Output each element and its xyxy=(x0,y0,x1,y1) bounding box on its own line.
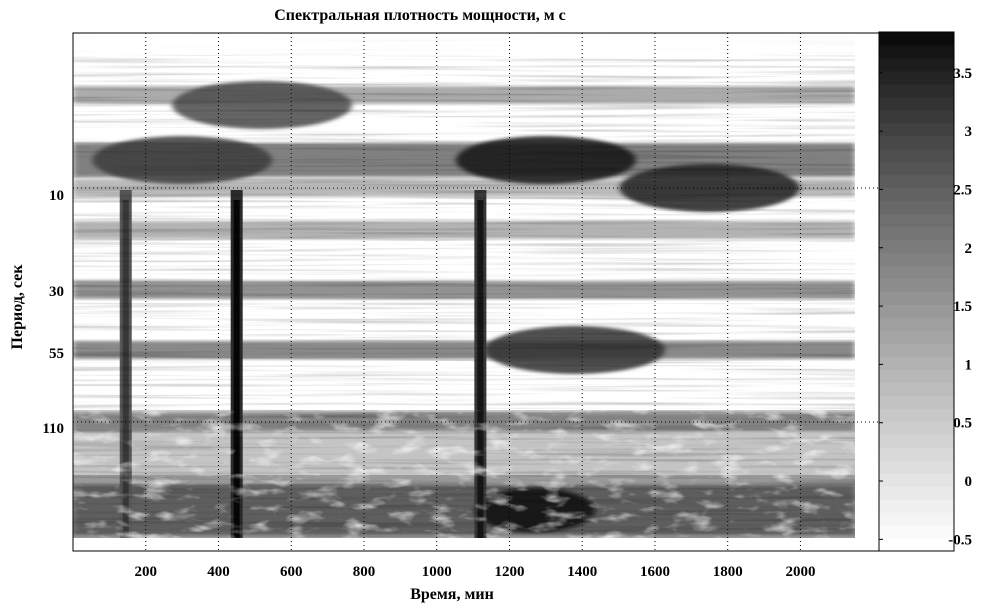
colorbar-step xyxy=(879,486,954,500)
colorbar-step xyxy=(879,122,954,137)
colorbar-step xyxy=(879,161,954,176)
colorbar-tick-label: 1.5 xyxy=(953,299,972,315)
colorbar-step xyxy=(879,200,954,215)
colorbar-tick-label: 0 xyxy=(965,474,973,490)
x-tick-label: 200 xyxy=(134,564,157,580)
x-tick-label: 1000 xyxy=(422,564,452,580)
colorbar-step xyxy=(879,57,954,72)
colorbar-step xyxy=(879,291,954,305)
colorbar-step xyxy=(879,187,954,202)
y-axis-label: Период, сек xyxy=(9,264,26,350)
y-tick-label: 10 xyxy=(49,188,64,204)
colorbar-step xyxy=(879,460,954,474)
colorbar-step xyxy=(879,70,954,85)
colorbar-step xyxy=(879,96,954,111)
colorbar-step xyxy=(879,174,954,189)
x-tick-label: 2000 xyxy=(785,564,815,580)
colorbar-step xyxy=(879,434,954,448)
colorbar-step xyxy=(879,408,954,422)
colorbar-tick-label: 3.5 xyxy=(953,66,972,82)
colorbar: -0.5 0 0.5 1 1.5 2 2.5 3 3.5 xyxy=(878,31,973,552)
colorbar-tick-label: 1 xyxy=(965,357,973,373)
colorbar-frame xyxy=(878,31,955,552)
colorbar-tick-label: 3 xyxy=(965,124,973,140)
y-axis-ticks: 10 30 55 110 xyxy=(42,188,64,437)
x-tick-label: 1400 xyxy=(567,564,597,580)
chart-title: Спектральная плотность мощности, м с xyxy=(274,7,566,24)
x-tick-label: 1600 xyxy=(640,564,670,580)
colorbar-step xyxy=(879,265,954,280)
colorbar-step xyxy=(879,213,954,228)
colorbar-step xyxy=(879,317,954,331)
colorbar-step xyxy=(879,330,954,344)
y-tick-label: 55 xyxy=(49,346,64,362)
colorbar-step xyxy=(879,226,954,241)
colorbar-step xyxy=(879,135,954,150)
colorbar-step xyxy=(879,538,954,552)
x-axis-label: Время, мин xyxy=(410,586,494,603)
colorbar-step xyxy=(879,239,954,254)
colorbar-step xyxy=(879,278,954,292)
plot-body xyxy=(73,33,855,538)
colorbar-step xyxy=(879,382,954,396)
colorbar-step xyxy=(879,83,954,98)
blotch-texture xyxy=(73,410,855,538)
y-tick-label: 110 xyxy=(42,421,64,437)
top-gap xyxy=(73,33,855,55)
colorbar-tick-label: 0.5 xyxy=(953,416,972,432)
colorbar-step xyxy=(879,343,954,357)
colorbar-step xyxy=(879,304,954,318)
colorbar-step xyxy=(879,499,954,513)
x-tick-label: 800 xyxy=(353,564,376,580)
colorbar-step xyxy=(879,395,954,409)
colorbar-tick-label: 2 xyxy=(965,241,973,257)
x-tick-label: 600 xyxy=(280,564,303,580)
x-tick-label: 400 xyxy=(207,564,230,580)
colorbar-tick-label: -0.5 xyxy=(948,532,972,548)
colorbar-step xyxy=(879,44,954,59)
colorbar-step xyxy=(879,356,954,370)
colorbar-step xyxy=(879,447,954,461)
colorbar-step xyxy=(879,252,954,267)
x-axis-ticks: 200 400 600 800 1000 1200 1400 1600 1800 2000 xyxy=(134,564,815,580)
colorbar-step xyxy=(879,421,954,435)
y-tick-label: 30 xyxy=(49,284,64,300)
x-tick-label: 1800 xyxy=(713,564,743,580)
colorbar-step xyxy=(879,525,954,539)
colorbar-step xyxy=(879,109,954,124)
colorbar-step xyxy=(879,32,954,46)
colorbar-step xyxy=(879,369,954,383)
colorbar-step xyxy=(879,512,954,526)
colorbar-step xyxy=(879,148,954,163)
colorbar-step xyxy=(879,473,954,487)
x-tick-label: 1200 xyxy=(494,564,524,580)
colorbar-tick-label: 2.5 xyxy=(953,182,972,198)
